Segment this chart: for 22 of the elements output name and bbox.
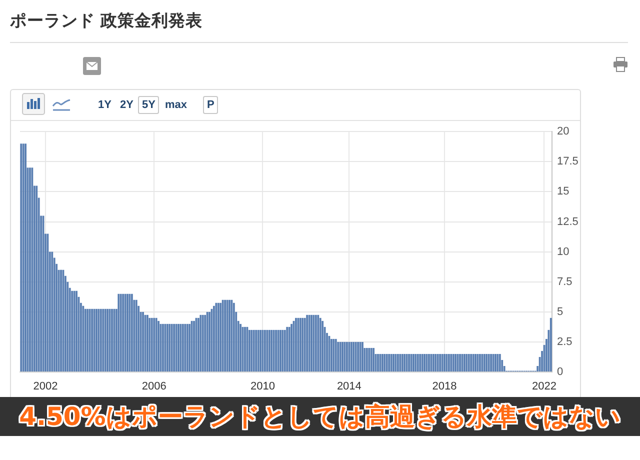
y-tick-label: 2.5 [557, 336, 572, 348]
y-tick-label: 20 [557, 126, 570, 138]
text: P [203, 96, 218, 114]
text: 5Y [138, 96, 160, 114]
y-tick-label: 17.5 [557, 156, 578, 168]
x-tick-label: 2022 [532, 380, 556, 393]
y-tick-label: 10 [557, 246, 570, 258]
x-tick-label: 2006 [142, 380, 166, 393]
chart-title: ポーランド 政策金利発表 [10, 10, 203, 32]
text: max [164, 98, 188, 113]
y-tick-label: 0 [557, 366, 564, 378]
y-tick-label: 15 [557, 186, 570, 198]
y-tick-label: 5 [557, 306, 564, 318]
x-tick-label: 2010 [250, 380, 275, 393]
x-tick-label: 2002 [33, 380, 58, 393]
y-tick-label: 7.5 [557, 276, 572, 288]
y-tick-label: 12.5 [557, 216, 578, 228]
text: 4.50%はポーランドとしては高過ぎる水準ではない [19, 401, 621, 433]
x-tick-label: 2018 [432, 380, 457, 393]
x-tick-label: 2014 [336, 380, 362, 393]
text: 1Y [97, 98, 112, 113]
text: 2Y [119, 98, 134, 113]
